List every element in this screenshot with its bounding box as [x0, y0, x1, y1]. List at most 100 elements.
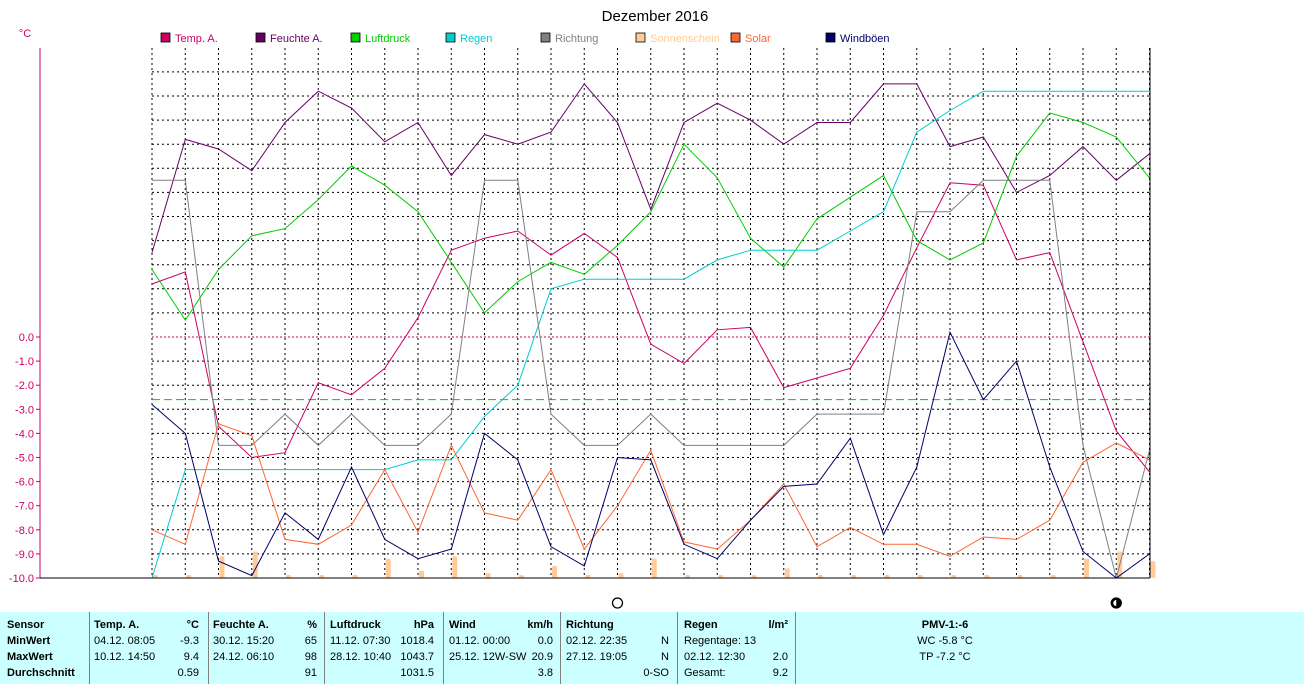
legend-swatch [445, 32, 456, 43]
series-line [151, 83, 1150, 253]
sunshine-bar [951, 575, 956, 578]
y-tick-label: -5.0 [15, 453, 34, 465]
moon-phases [611, 597, 1122, 609]
table-column-separator [89, 612, 90, 684]
legend-label: Windböen [840, 33, 890, 45]
sunshine-bar [1050, 575, 1056, 578]
table-cell: 0-SO [643, 667, 669, 679]
y-axis-unit: °C [19, 28, 31, 40]
y-tick-label: -7.0 [15, 501, 34, 513]
full-moon-icon [611, 597, 624, 609]
sunshine-bar [1084, 558, 1089, 578]
table-cell: 28.12. 10:40 [330, 651, 392, 663]
sunshine-bar [751, 575, 757, 578]
table-header-cell: % [307, 619, 317, 631]
sunshine-bar [851, 575, 857, 578]
legend-swatch [255, 32, 266, 43]
sunshine-bar [385, 558, 391, 578]
y-tick-label: -10.0 [9, 573, 34, 585]
table-header-cell: hPa [413, 619, 434, 631]
table-header-cell: km/h [527, 619, 553, 631]
sunshine-bar [219, 556, 225, 578]
weather-chart: Dezember 2016 °C Temp. A. Feuchte A. Luftd… [8, 8, 1156, 609]
table-cell: 04.12. 08:05 [94, 635, 156, 647]
table-cell: 0.59 [177, 667, 199, 679]
legend-swatch [730, 32, 741, 43]
legend-swatch [540, 32, 551, 43]
table-cell: 01.12. 00:00 [449, 635, 511, 647]
sunshine-bar [552, 565, 557, 578]
legend-label: Temp. A. [175, 33, 218, 45]
table-cell: Gesamt: [684, 667, 726, 679]
table-cell: 9.2 [772, 667, 788, 679]
moon-crescent [1113, 600, 1117, 606]
table-cell: WC -5.8 °C [917, 635, 973, 647]
table-cell: 24.12. 06:10 [213, 651, 275, 663]
table-column-separator [560, 612, 561, 684]
legend-swatch [350, 32, 361, 43]
legend-label: Solar [745, 33, 771, 45]
legend-label: Feuchte A. [270, 33, 323, 45]
sunshine-bar [818, 575, 823, 578]
statistics-panel [0, 612, 1304, 684]
legend-label: Regen [460, 33, 492, 45]
series-line [151, 330, 1150, 579]
table-cell: 10.12. 14:50 [94, 651, 156, 663]
table-cell: 1018.4 [400, 635, 434, 647]
table-header-cell: °C [186, 619, 199, 631]
sunshine-bar [685, 575, 690, 578]
y-tick-label: -2.0 [15, 380, 34, 392]
sunshine-bar [518, 575, 524, 578]
table-cell: -9.3 [180, 635, 199, 647]
series-line [151, 112, 1150, 322]
legend: Temp. A. Feuchte A. Luftdruck Regen Richtung… [160, 32, 890, 45]
legend-swatch [160, 32, 171, 43]
table-cell: TP -7.2 °C [919, 651, 971, 663]
table-cell: 1043.7 [400, 651, 434, 663]
series-line [152, 179, 1150, 579]
table-cell: N [661, 651, 669, 663]
table-cell: 2.0 [772, 651, 788, 663]
sunshine-bar [1150, 561, 1156, 578]
table-column-separator [795, 612, 796, 684]
table-cell: 0.0 [537, 635, 553, 647]
sunshine-bar [485, 573, 491, 578]
y-tick-label: -9.0 [15, 549, 34, 561]
y-tick-label: -1.0 [15, 356, 34, 368]
series-line [151, 182, 1150, 473]
table-cell: Regentage: 13 [684, 635, 757, 647]
sunshine-bar [784, 568, 790, 578]
table-cell: 30.12. 15:20 [213, 635, 275, 647]
table-cell: 11.12. 07:30 [330, 635, 391, 647]
series-line [151, 90, 1150, 579]
legend-label: Richtung [555, 33, 598, 45]
legend-swatch [635, 32, 646, 43]
sunshine-bar [153, 575, 158, 578]
table-header-cell: Wind [449, 619, 476, 631]
y-axis-ticks: 0.0 -1.0 -2.0 -3.0 -4.0 -5.0 -6.0 -7.0 -8.0 -9.0 -… [9, 332, 40, 585]
grid [151, 48, 1151, 579]
table-column-separator [208, 612, 209, 684]
sunshine-bar [651, 558, 657, 578]
table-cell: 20.9 [531, 651, 553, 663]
table-cell: 65 [304, 635, 317, 647]
table-cell: MaxWert [7, 651, 53, 663]
table-header-cell: Richtung [566, 619, 614, 631]
table-header-cell: Sensor [7, 619, 45, 631]
sunshine-bar [618, 573, 624, 578]
sunshine-bar [186, 575, 192, 578]
table-cell: 98 [304, 651, 317, 663]
y-tick-label: -3.0 [15, 404, 34, 416]
table-cell: 02.12. 12:30 [684, 651, 746, 663]
table-header-cell: Temp. A. [94, 619, 140, 631]
sunshine-bar [286, 575, 291, 578]
sunshine-bar [452, 556, 458, 578]
table-cell: 25.12. 12W-SW [449, 651, 527, 663]
sunshine-bar [1017, 575, 1023, 578]
table-cell: 27.12. 19:05 [566, 651, 628, 663]
legend-label: Sonnenschein [650, 33, 720, 45]
table-cell: N [661, 635, 669, 647]
sunshine-bar [884, 575, 890, 578]
series-line [151, 423, 1150, 557]
table-header-cell: l/m² [768, 619, 788, 631]
